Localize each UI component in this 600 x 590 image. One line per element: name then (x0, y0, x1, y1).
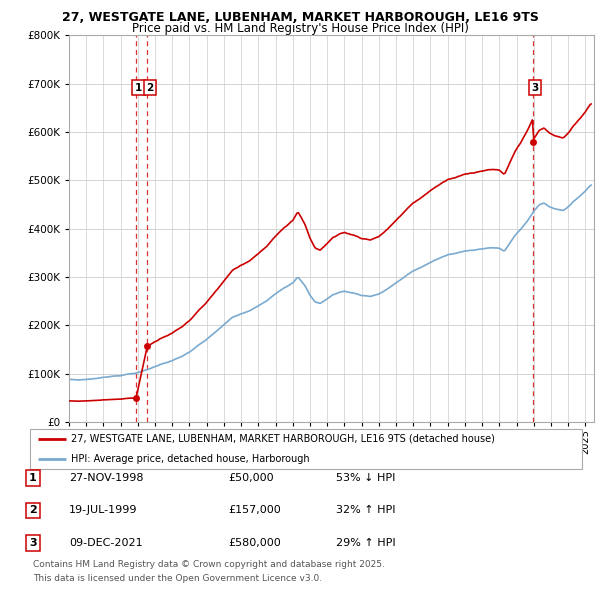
Text: Contains HM Land Registry data © Crown copyright and database right 2025.: Contains HM Land Registry data © Crown c… (33, 560, 385, 569)
Text: 27-NOV-1998: 27-NOV-1998 (69, 473, 143, 483)
Text: 32% ↑ HPI: 32% ↑ HPI (336, 506, 395, 515)
Text: £50,000: £50,000 (228, 473, 274, 483)
Text: 19-JUL-1999: 19-JUL-1999 (69, 506, 137, 515)
Text: This data is licensed under the Open Government Licence v3.0.: This data is licensed under the Open Gov… (33, 574, 322, 583)
Text: 27, WESTGATE LANE, LUBENHAM, MARKET HARBOROUGH, LE16 9TS: 27, WESTGATE LANE, LUBENHAM, MARKET HARB… (62, 11, 538, 24)
Text: £157,000: £157,000 (228, 506, 281, 515)
Text: £580,000: £580,000 (228, 538, 281, 548)
Text: HPI: Average price, detached house, Harborough: HPI: Average price, detached house, Harb… (71, 454, 310, 464)
Text: 2: 2 (29, 506, 37, 515)
Text: 1: 1 (135, 83, 142, 93)
Text: 27, WESTGATE LANE, LUBENHAM, MARKET HARBOROUGH, LE16 9TS (detached house): 27, WESTGATE LANE, LUBENHAM, MARKET HARB… (71, 434, 495, 444)
Text: 09-DEC-2021: 09-DEC-2021 (69, 538, 143, 548)
Text: 2: 2 (146, 83, 154, 93)
Text: 3: 3 (532, 83, 539, 93)
Text: 29% ↑ HPI: 29% ↑ HPI (336, 538, 395, 548)
Text: 1: 1 (29, 473, 37, 483)
Text: 53% ↓ HPI: 53% ↓ HPI (336, 473, 395, 483)
Text: Price paid vs. HM Land Registry's House Price Index (HPI): Price paid vs. HM Land Registry's House … (131, 22, 469, 35)
Text: 3: 3 (29, 538, 37, 548)
